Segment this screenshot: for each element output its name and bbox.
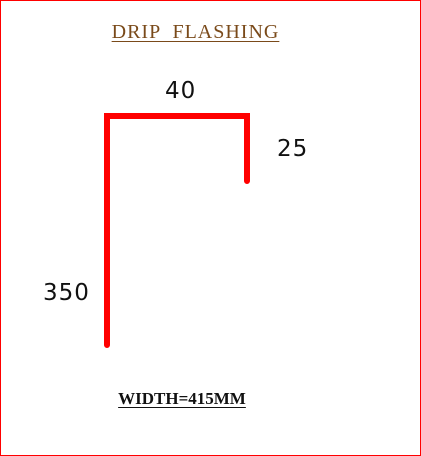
width-note: WIDTH=415MM <box>118 389 246 408</box>
right-dimension-label: 25 <box>277 136 309 162</box>
left-dimension-label: 350 <box>43 280 90 306</box>
flashing-profile-line <box>104 113 250 348</box>
drawing-title: DRIP FLASHING <box>111 21 280 43</box>
top-dimension-label: 40 <box>165 78 197 104</box>
